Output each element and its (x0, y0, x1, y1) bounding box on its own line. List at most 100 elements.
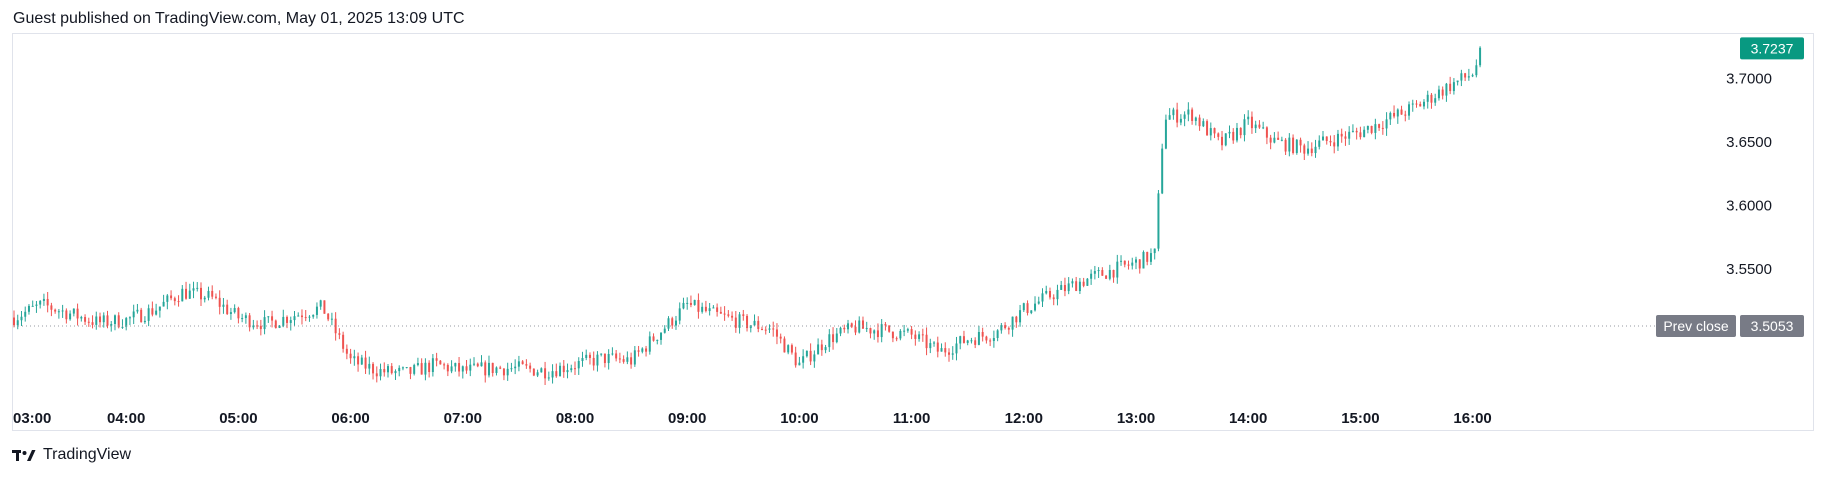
candle-body (1052, 297, 1055, 300)
y-tick-label: 3.7000 (1726, 71, 1772, 88)
candle-body (828, 334, 831, 348)
candle-body (861, 320, 864, 329)
candle-body (588, 354, 591, 358)
candle-body (334, 318, 337, 334)
candle-body (1048, 291, 1051, 298)
candle-body (618, 358, 621, 360)
candle-body (540, 368, 543, 373)
candle-body (1120, 260, 1123, 262)
candle-body (600, 353, 603, 355)
last-price-tag (1740, 37, 1804, 60)
candle-body (824, 347, 827, 351)
candle-body (1351, 130, 1354, 132)
candle-body (1318, 140, 1321, 147)
y-tick-label: 3.6000 (1726, 198, 1772, 215)
candle-body (989, 340, 992, 342)
x-tick-label: 12:00 (1005, 410, 1043, 427)
candle-body (1471, 75, 1474, 77)
candle-body (955, 343, 958, 354)
candle-body (1198, 117, 1201, 127)
candle-body (1437, 89, 1440, 99)
candle-body (630, 357, 633, 365)
candle-body (1034, 303, 1037, 311)
candle-body (1295, 139, 1298, 153)
candle-body (211, 290, 214, 297)
candle-body (293, 316, 296, 321)
candle-body (899, 330, 902, 339)
candle-body (454, 363, 457, 367)
candle-body (1078, 281, 1081, 292)
candle-body (768, 328, 771, 330)
candle-body (570, 368, 573, 371)
candle-body (1007, 328, 1010, 330)
candle-body (948, 352, 950, 355)
candle-body (1105, 275, 1108, 279)
candle-body (113, 315, 116, 325)
candle-body (1299, 139, 1302, 146)
candle-body (562, 365, 565, 373)
candle-body (727, 314, 730, 316)
candle-body (615, 353, 618, 359)
candle-body (267, 316, 270, 318)
prev-close-price: 3.5053 (1751, 318, 1794, 334)
candle-body (648, 336, 651, 352)
candle-body (106, 315, 109, 326)
candle-body (353, 356, 356, 359)
candle-body (992, 338, 995, 342)
candle-body (895, 338, 898, 340)
candle-body (203, 297, 206, 300)
candle-body (226, 304, 229, 314)
candle-body (383, 369, 386, 373)
candle-body (420, 363, 423, 375)
candle-body (342, 334, 345, 349)
candle-body (611, 353, 614, 355)
candle-body (1146, 251, 1149, 262)
candle-body (847, 323, 850, 330)
candle-body (330, 318, 333, 320)
candle-body (667, 318, 670, 329)
candle-body (1303, 145, 1306, 154)
candle-body (1135, 259, 1137, 263)
candle-body (439, 360, 442, 365)
candle-body (551, 371, 554, 378)
candle-body (1004, 325, 1007, 329)
candle-body (678, 308, 681, 321)
candle-body (671, 318, 674, 326)
candle-body (121, 326, 124, 328)
chart-pane[interactable] (12, 33, 1814, 431)
candle-body (1348, 131, 1351, 139)
candle-body (1400, 109, 1403, 115)
candle-body (1056, 289, 1059, 300)
x-tick-label: 15:00 (1341, 410, 1379, 427)
candle-body (465, 366, 468, 371)
last-price-label: 3.7237 (1740, 37, 1804, 60)
candle-body (207, 290, 210, 298)
candle-body (319, 300, 322, 307)
candle-body (214, 296, 217, 298)
candle-body (158, 306, 161, 311)
candle-body (1161, 148, 1164, 194)
candle-body (1456, 80, 1459, 83)
candle-body (312, 314, 315, 317)
candle-body (1108, 269, 1111, 279)
candle-body (607, 353, 610, 364)
y-tick-label: 3.5500 (1726, 261, 1772, 278)
candle-body (832, 334, 835, 343)
candle-body (1479, 47, 1482, 66)
candle-body (20, 316, 23, 321)
candle-body (854, 326, 857, 333)
candle-body (1307, 148, 1310, 154)
candle-body (57, 311, 60, 313)
candle-body (1093, 271, 1096, 274)
candle-body (31, 305, 34, 307)
candle-body (188, 290, 191, 299)
candle-body (790, 345, 793, 353)
candle-body (390, 366, 393, 374)
candle-body (102, 315, 105, 323)
prev-close-tag (1656, 315, 1736, 338)
candle-body (697, 299, 700, 312)
candle-body (1112, 269, 1115, 278)
candle-body (521, 361, 524, 365)
candle-body (241, 318, 244, 320)
